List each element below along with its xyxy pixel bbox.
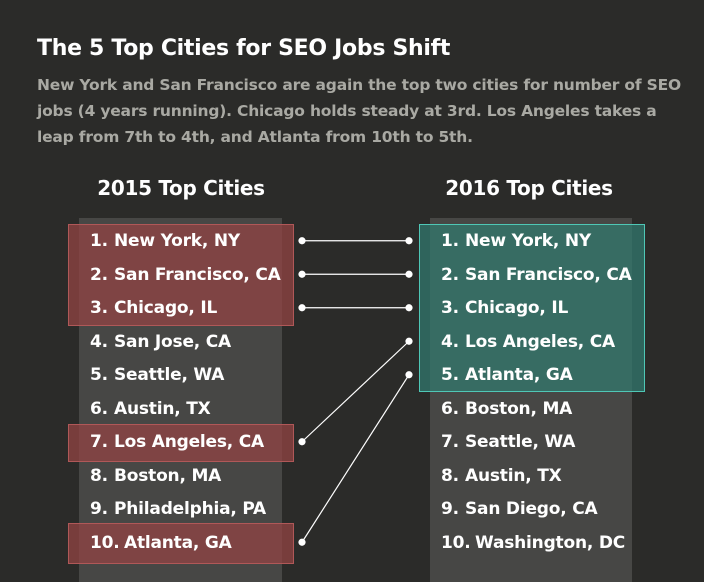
infographic-title: The 5 Top Cities for SEO Jobs Shift xyxy=(37,36,451,61)
list-item: 7. Seattle, WA xyxy=(441,432,576,452)
connector-line xyxy=(301,340,410,443)
highlight-2015-los-angeles xyxy=(68,424,294,462)
list-item: 2. San Francisco, CA xyxy=(441,264,632,285)
list-item: 6. Austin, TX xyxy=(90,398,211,419)
connector-dot xyxy=(298,270,306,278)
list-item: 10. Atlanta, GA xyxy=(90,532,232,553)
highlight-2015-atlanta xyxy=(68,523,294,564)
list-item: 8. Austin, TX xyxy=(441,465,562,486)
connector-dot xyxy=(405,237,413,245)
list-item: 3. Chicago, IL xyxy=(90,298,218,318)
list-item: 9. Philadelphia, PA xyxy=(90,499,267,519)
highlight-2016-top5 xyxy=(419,224,645,392)
list-item: 4. San Jose, CA xyxy=(90,331,231,352)
list-item: 8. Boston, MA xyxy=(90,465,222,486)
list-item: 2. San Francisco, CA xyxy=(90,264,281,285)
connector-dot xyxy=(405,270,413,278)
list-item: 6. Boston, MA xyxy=(441,398,573,419)
heading-2015: 2015 Top Cities xyxy=(97,176,265,200)
list-item: 5. Atlanta, GA xyxy=(441,365,573,385)
connector-dot xyxy=(298,304,306,312)
highlight-2015-top3 xyxy=(68,224,294,326)
connector-dot xyxy=(298,237,306,245)
heading-2016: 2016 Top Cities xyxy=(445,176,613,200)
infographic-subtitle: New York and San Francisco are again the… xyxy=(37,76,681,146)
connector-dot xyxy=(405,304,413,312)
list-item: 3. Chicago, IL xyxy=(441,298,569,318)
connector-dot xyxy=(405,337,413,345)
connector-dot xyxy=(405,371,413,379)
connector-dot xyxy=(298,538,306,546)
list-item: 5. Seattle, WA xyxy=(90,365,225,385)
list-item: 4. Los Angeles, CA xyxy=(441,331,615,352)
list-item: 7. Los Angeles, CA xyxy=(90,432,264,452)
list-item: 1. New York, NY xyxy=(90,231,241,251)
connector-dot xyxy=(298,438,306,446)
list-item: 10. Washington, DC xyxy=(441,532,626,553)
list-item: 1. New York, NY xyxy=(441,231,592,251)
connector-line xyxy=(301,374,410,543)
list-item: 9. San Diego, CA xyxy=(441,499,598,519)
